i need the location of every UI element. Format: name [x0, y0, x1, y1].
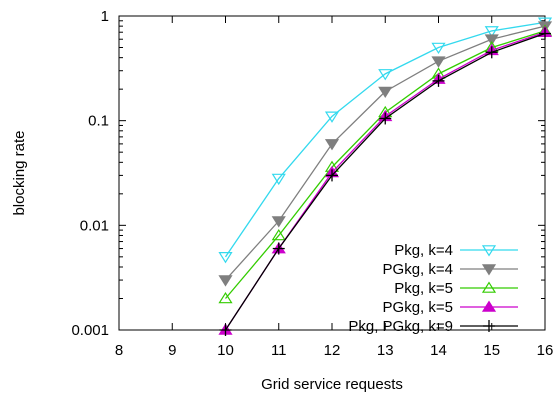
y-tick-label: 0.01	[80, 217, 109, 234]
legend: Pkg, k=4 PGkg, k=4 Pkg, k=5 PGkg, k=5 Pkg, P…	[348, 242, 518, 335]
legend-label: PGkg, k=4	[383, 261, 453, 278]
data-point	[271, 173, 286, 186]
y-axis-label: blocking rate	[11, 130, 28, 215]
legend-label: Pkg, k=4	[394, 242, 453, 259]
data-point	[539, 27, 551, 40]
data-point	[271, 228, 286, 241]
data-point	[378, 86, 393, 99]
data-point	[379, 112, 392, 125]
legend-label: PGkg, k=5	[383, 299, 453, 316]
series-2	[218, 21, 553, 287]
x-tick-label: 8	[115, 342, 123, 359]
legend-label: Pkg, PGkg, k=9	[348, 318, 453, 335]
data-point	[484, 34, 499, 46]
data-point	[484, 26, 499, 38]
data-point	[218, 252, 233, 264]
legend-entry: Pkg, PGkg, k=9	[348, 318, 518, 335]
x-tick-label: 9	[168, 342, 176, 359]
data-point	[218, 291, 233, 304]
x-tick-label: 12	[324, 342, 341, 359]
data-point	[271, 216, 286, 228]
x-tick-label: 14	[430, 342, 447, 359]
x-tick-label: 16	[537, 342, 554, 359]
legend-entry: Pkg, k=4	[394, 242, 518, 259]
legend-label: Pkg, k=5	[394, 280, 453, 297]
legend-entry: Pkg, k=5	[394, 280, 518, 297]
legend-entry: PGkg, k=4	[383, 261, 518, 278]
data-point	[431, 56, 446, 68]
data-point	[485, 46, 498, 59]
legend-entry: PGkg, k=5	[383, 299, 518, 316]
legend-marker	[481, 264, 497, 276]
series-line	[224, 31, 546, 331]
data-point	[431, 42, 446, 55]
legend-marker	[481, 281, 497, 293]
x-tick-label: 11	[271, 342, 287, 359]
y-tick-label: 1	[101, 8, 109, 25]
series-1	[218, 17, 553, 264]
series-line	[224, 21, 546, 258]
legend-marker	[481, 245, 497, 257]
data-point	[324, 111, 340, 123]
data-point	[432, 74, 445, 87]
legend-marker	[483, 320, 495, 332]
x-tick-label: 15	[483, 342, 500, 359]
y-tick-label: 0.1	[88, 113, 109, 130]
data-point	[378, 69, 393, 81]
data-point	[326, 169, 338, 182]
x-axis-label: Grid service requests	[261, 376, 403, 393]
data-point	[324, 139, 340, 151]
data-point	[218, 275, 233, 287]
x-tick-label: 13	[377, 342, 394, 359]
series-line	[225, 30, 546, 299]
series-line	[224, 32, 546, 331]
ticks-group: 8 9 10 11 12 13 14 15 16 0.001 0.01 0.1 1	[71, 8, 553, 359]
x-tick-label: 10	[217, 342, 234, 359]
data-point	[219, 324, 232, 336]
series-group	[218, 17, 553, 336]
legend-marker	[481, 300, 497, 312]
y-tick-label: 0.001	[71, 322, 109, 339]
series-5	[219, 27, 551, 336]
data-point	[272, 242, 285, 255]
